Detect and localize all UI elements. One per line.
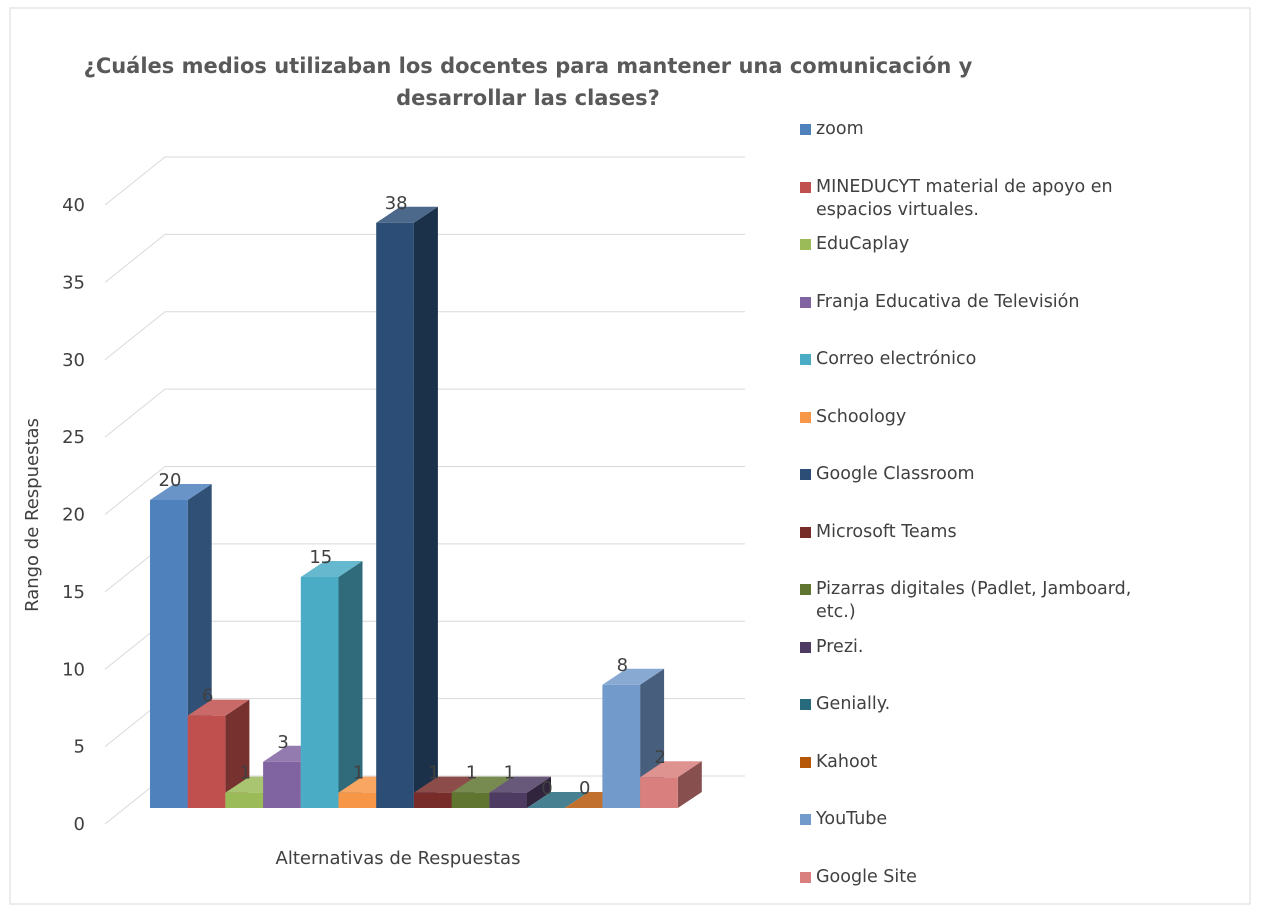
legend-swatch xyxy=(800,871,811,883)
bar-front xyxy=(187,715,226,808)
legend-label: Pizarras digitales (Padlet, Jamboard, et… xyxy=(816,579,1132,622)
value-label: 1 xyxy=(466,763,477,784)
legend-label: Kahoot xyxy=(816,751,878,772)
legend-swatch xyxy=(800,411,811,423)
y-tick-label: 30 xyxy=(62,350,85,371)
bar-top xyxy=(602,668,665,685)
grid-line-side xyxy=(104,311,166,361)
bar-side xyxy=(413,206,438,809)
legend-swatch xyxy=(800,469,811,480)
legend-label: YouTube xyxy=(816,809,888,829)
y-tick-label: 20 xyxy=(62,505,85,526)
legend-swatch xyxy=(800,239,811,250)
bar-top xyxy=(150,484,212,500)
y-tick-label: 0 xyxy=(74,814,85,835)
bar-top xyxy=(451,776,514,793)
bar-front xyxy=(413,792,452,808)
value-label: 0 xyxy=(579,778,590,799)
value-label: 15 xyxy=(309,547,332,568)
y-tick-label: 25 xyxy=(62,427,85,448)
value-label: 1 xyxy=(240,763,251,784)
chart-title: ¿Cuáles medios utilizaban los docentes p… xyxy=(83,54,973,110)
value-label: 38 xyxy=(385,193,408,214)
legend-label: Correo electrónico xyxy=(816,349,977,369)
y-tick-label: 5 xyxy=(74,737,85,758)
bar-top xyxy=(376,206,438,223)
value-label: 1 xyxy=(353,763,364,784)
y-tick-label: 40 xyxy=(62,195,85,216)
bar xyxy=(376,206,438,809)
bar xyxy=(527,792,589,808)
legend-label: Google Site xyxy=(816,866,917,887)
legend-label: MINEDUCYT material de apoyo en espacios … xyxy=(816,176,1113,220)
legend-label: Franja Educativa de Televisión xyxy=(816,291,1080,312)
value-label: 8 xyxy=(617,655,628,676)
value-label: 1 xyxy=(428,763,439,784)
legend-swatch xyxy=(800,641,811,653)
legend-label: Prezi. xyxy=(816,636,864,657)
value-label: 0 xyxy=(541,778,552,799)
bar-top xyxy=(527,792,589,808)
bar-front xyxy=(150,500,188,808)
bar-front xyxy=(300,577,339,808)
bar xyxy=(300,561,363,808)
y-tick-label: 35 xyxy=(62,272,85,293)
grid-line-side xyxy=(104,466,166,515)
legend-swatch xyxy=(800,181,811,193)
bar-front xyxy=(489,792,527,808)
grid-line-side xyxy=(104,388,166,438)
legend-label: Schoology xyxy=(816,406,907,427)
legend-label: EduCaplay xyxy=(816,234,910,254)
bar xyxy=(489,776,551,808)
legend-label: Google Classroom xyxy=(816,464,975,484)
bar-front xyxy=(602,684,641,808)
legend-swatch xyxy=(800,814,811,825)
x-axis-title: Alternativas de Respuestas xyxy=(276,848,521,869)
legend-label: zoom xyxy=(816,119,864,139)
grid-line-side xyxy=(104,233,166,283)
y-tick-label: 15 xyxy=(62,582,85,603)
legend-swatch xyxy=(800,756,811,768)
bar xyxy=(640,761,702,808)
value-label: 2 xyxy=(654,747,665,768)
bar-side xyxy=(338,561,363,808)
bar-top xyxy=(187,699,250,716)
legend-swatch xyxy=(800,526,811,538)
bar xyxy=(187,699,250,808)
bar-front xyxy=(451,792,490,808)
bar-front xyxy=(263,761,301,808)
bar-side xyxy=(527,776,551,808)
legend-swatch xyxy=(800,354,811,365)
bar-top xyxy=(489,776,551,793)
legend-label: Genially. xyxy=(816,694,891,714)
legend-swatch xyxy=(800,584,811,595)
bar-front xyxy=(225,792,264,808)
bar-top xyxy=(640,761,702,778)
bar-side xyxy=(677,761,702,808)
y-tick-label: 10 xyxy=(62,659,85,680)
value-label: 6 xyxy=(202,686,213,707)
value-label: 1 xyxy=(504,763,515,784)
legend-swatch xyxy=(800,296,811,308)
y-axis-title: Rango de Respuestas xyxy=(22,418,43,612)
legend-swatch xyxy=(800,699,811,710)
bar-front xyxy=(376,222,414,809)
grid-line-side xyxy=(104,156,166,206)
value-label: 3 xyxy=(277,732,288,753)
value-label: 20 xyxy=(159,470,182,491)
bar-top xyxy=(300,561,363,577)
legend-label: Microsoft Teams xyxy=(816,521,957,542)
bar-top xyxy=(413,776,476,793)
bar-front xyxy=(640,777,678,808)
chart-frame xyxy=(9,7,1251,905)
bar-front xyxy=(338,792,377,808)
legend-swatch xyxy=(800,124,811,135)
